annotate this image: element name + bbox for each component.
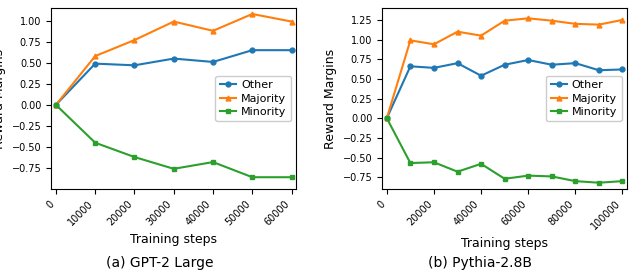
Other: [477, 74, 485, 77]
Other: [524, 58, 532, 62]
Majority: [406, 39, 414, 42]
Line: Minority: Minority: [385, 116, 625, 185]
Majority: [288, 20, 296, 23]
Other: [406, 65, 414, 68]
Line: Other: Other: [385, 58, 625, 121]
Majority: [383, 117, 390, 120]
Other: [170, 57, 177, 60]
Legend: Other, Majority, Minority: Other, Majority, Minority: [216, 76, 291, 121]
X-axis label: Training steps: Training steps: [461, 237, 548, 250]
Minority: [406, 161, 414, 165]
Minority: [170, 167, 177, 170]
Majority: [170, 20, 177, 23]
Majority: [209, 29, 217, 32]
Minority: [209, 160, 217, 164]
Majority: [548, 19, 556, 22]
Majority: [501, 19, 509, 22]
Minority: [619, 180, 627, 183]
Majority: [619, 18, 627, 22]
Legend: Other, Majority, Minority: Other, Majority, Minority: [547, 76, 621, 121]
Majority: [52, 103, 60, 106]
Other: [454, 62, 461, 65]
Other: [548, 63, 556, 66]
Minority: [131, 156, 138, 159]
Majority: [92, 55, 99, 58]
Minority: [572, 180, 579, 183]
Majority: [572, 22, 579, 25]
Majority: [595, 23, 603, 26]
Other: [131, 64, 138, 67]
Majority: [430, 43, 438, 46]
Minority: [524, 174, 532, 177]
Text: (a) GPT-2 Large: (a) GPT-2 Large: [106, 256, 214, 270]
Other: [595, 69, 603, 72]
Minority: [477, 162, 485, 166]
Text: (b) Pythia-2.8B: (b) Pythia-2.8B: [428, 256, 532, 270]
Minority: [92, 141, 99, 144]
Y-axis label: Reward Margins: Reward Margins: [324, 49, 337, 149]
X-axis label: Training steps: Training steps: [131, 233, 217, 246]
Other: [572, 62, 579, 65]
Line: Other: Other: [54, 48, 294, 107]
Other: [619, 68, 627, 71]
Minority: [52, 103, 60, 106]
Minority: [501, 177, 509, 180]
Majority: [454, 30, 461, 33]
Majority: [248, 12, 256, 16]
Line: Majority: Majority: [385, 16, 625, 121]
Other: [288, 49, 296, 52]
Minority: [430, 161, 438, 164]
Minority: [595, 181, 603, 184]
Majority: [477, 34, 485, 37]
Other: [430, 66, 438, 69]
Other: [209, 60, 217, 63]
Other: [501, 63, 509, 66]
Other: [52, 103, 60, 106]
Majority: [131, 38, 138, 42]
Y-axis label: Reward Margins: Reward Margins: [0, 49, 6, 149]
Other: [92, 62, 99, 65]
Minority: [548, 175, 556, 178]
Line: Majority: Majority: [54, 12, 294, 107]
Minority: [288, 176, 296, 179]
Other: [248, 49, 256, 52]
Minority: [383, 117, 390, 120]
Minority: [248, 176, 256, 179]
Majority: [524, 17, 532, 20]
Other: [383, 117, 390, 120]
Line: Minority: Minority: [54, 102, 294, 180]
Minority: [454, 170, 461, 173]
